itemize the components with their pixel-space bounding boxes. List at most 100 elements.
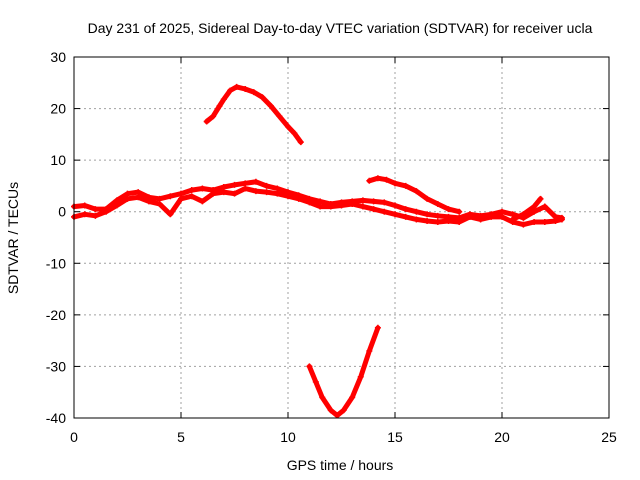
x-tick-label: 10	[280, 429, 296, 445]
data-point-marker	[317, 203, 324, 210]
series-trace	[306, 325, 381, 418]
series-trace	[510, 196, 543, 222]
data-point-marker	[216, 102, 223, 109]
data-point-marker	[541, 203, 548, 210]
chart-title: Day 231 of 2025, Sidereal Day-to-day VTE…	[88, 20, 593, 36]
data-point-marker	[531, 219, 538, 226]
data-point-marker	[263, 182, 270, 189]
data-point-marker	[188, 193, 195, 200]
data-point-marker	[167, 211, 174, 218]
data-point-marker	[135, 194, 142, 201]
data-point-marker	[250, 89, 257, 96]
data-point-marker	[366, 347, 373, 354]
data-point-marker	[113, 202, 120, 209]
data-point-marker	[402, 182, 409, 189]
data-point-marker	[145, 198, 152, 205]
series-band-main-lower	[71, 185, 565, 228]
y-tick-label: -40	[46, 410, 66, 426]
data-point-marker	[434, 219, 441, 226]
data-point-marker	[124, 190, 131, 197]
data-point-marker	[340, 407, 347, 414]
data-point-marker	[81, 211, 88, 218]
data-point-marker	[156, 200, 163, 207]
data-point-marker	[312, 378, 319, 385]
data-point-marker	[317, 198, 324, 205]
grid-lines	[74, 57, 609, 418]
series-arc-lower	[306, 324, 381, 419]
data-point-marker	[167, 193, 174, 200]
data-point-marker	[456, 219, 463, 226]
data-point-marker	[374, 175, 381, 182]
data-point-marker	[233, 83, 240, 90]
data-point-marker	[210, 190, 217, 197]
series-trace	[366, 175, 462, 215]
data-point-marker	[210, 113, 217, 120]
plot-frame	[73, 56, 610, 419]
x-tick-label: 20	[494, 429, 510, 445]
data-point-marker	[413, 188, 420, 195]
data-point-marker	[402, 213, 409, 220]
data-point-marker	[92, 206, 99, 213]
data-point-marker	[552, 217, 559, 224]
data-point-marker	[124, 195, 131, 202]
data-point-marker	[113, 197, 120, 204]
data-point-marker	[434, 212, 441, 219]
data-point-marker	[381, 208, 388, 215]
data-point-marker	[227, 87, 234, 94]
data-point-marker	[295, 195, 302, 202]
data-point-marker	[370, 206, 377, 213]
x-axis-label: GPS time / hours	[287, 457, 394, 473]
data-point-marker	[520, 211, 527, 218]
data-point-marker	[319, 394, 326, 401]
data-point-marker	[445, 217, 452, 224]
data-point-marker	[92, 212, 99, 219]
data-point-marker	[135, 189, 142, 196]
data-point-marker	[349, 200, 356, 207]
data-point-marker	[203, 118, 210, 125]
data-point-marker	[366, 177, 373, 184]
data-point-marker	[285, 193, 291, 200]
data-point-marker	[509, 211, 516, 218]
data-point-marker	[413, 216, 420, 223]
data-point-marker	[231, 181, 238, 188]
data-point-marker	[259, 94, 266, 101]
data-point-marker	[499, 208, 505, 215]
series-band-main-upper	[71, 178, 565, 221]
data-point-marker	[274, 190, 281, 197]
y-tick-label: 10	[50, 152, 66, 168]
y-tick-label: -30	[46, 358, 66, 374]
x-tick-label: 5	[177, 429, 185, 445]
data-point-marker	[242, 180, 249, 187]
data-point-marker	[424, 195, 431, 202]
data-point-marker	[263, 189, 270, 196]
y-axis-label: SDTVAR / TECUs	[5, 182, 21, 294]
data-point-marker	[488, 213, 495, 220]
data-point-marker	[392, 202, 398, 209]
data-point-marker	[359, 197, 366, 204]
data-point-marker	[413, 208, 420, 215]
data-point-marker	[81, 202, 88, 209]
data-point-marker	[466, 213, 473, 220]
x-tick-label: 15	[387, 429, 403, 445]
y-tick-label: 30	[50, 49, 66, 65]
series-arc-upper	[203, 83, 304, 146]
data-point-marker	[231, 190, 238, 197]
data-point-marker	[252, 188, 259, 195]
y-tick-label: 0	[58, 204, 66, 220]
data-point-marker	[276, 113, 283, 120]
data-point-marker	[434, 200, 441, 207]
data-point-marker	[178, 190, 184, 197]
x-tick-label: 0	[70, 429, 78, 445]
data-point-marker	[199, 198, 206, 205]
series-arc-mid-right	[366, 175, 463, 215]
data-point-marker	[306, 199, 313, 206]
data-point-marker	[274, 185, 281, 192]
data-point-marker	[349, 394, 356, 401]
data-point-marker	[103, 208, 110, 215]
data-series	[71, 83, 565, 419]
data-point-marker	[531, 208, 538, 215]
data-point-marker	[370, 198, 377, 205]
data-point-marker	[424, 217, 431, 224]
